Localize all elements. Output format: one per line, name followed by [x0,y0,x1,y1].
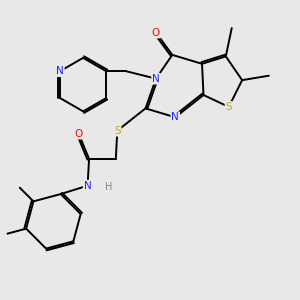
Text: N: N [152,74,160,84]
Text: S: S [226,102,232,112]
Text: N: N [56,66,64,76]
Text: N: N [84,181,92,191]
Text: S: S [114,126,121,136]
Text: N: N [171,112,179,122]
Text: H: H [105,182,112,192]
Text: O: O [152,28,160,38]
Text: O: O [74,129,83,139]
